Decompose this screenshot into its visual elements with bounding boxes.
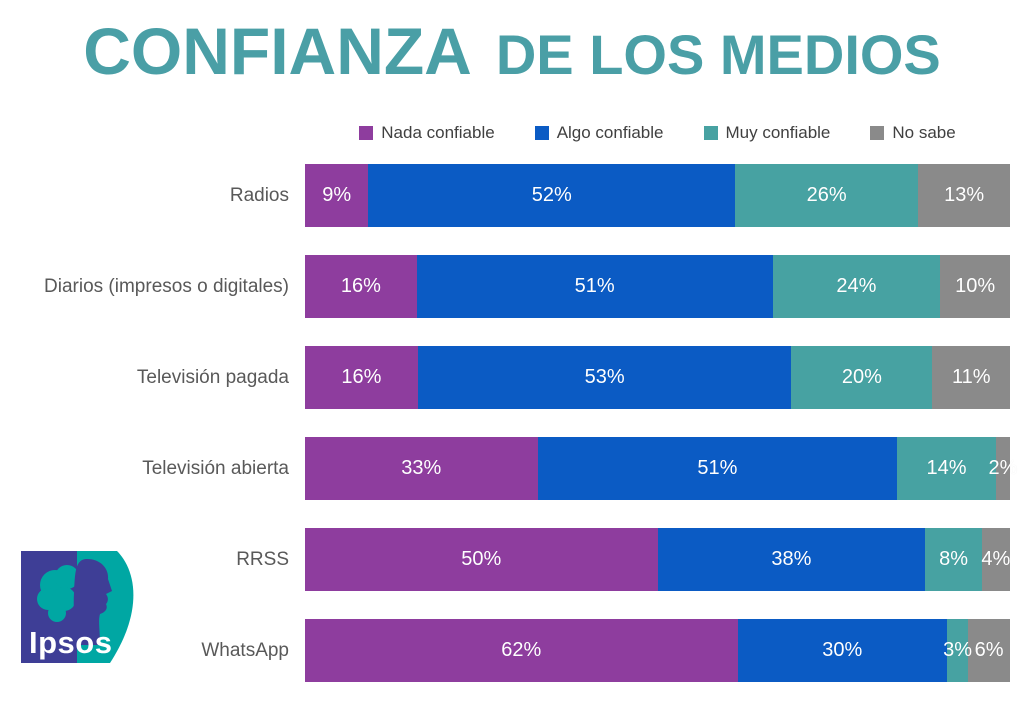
- bar-segment: 51%: [537, 437, 898, 500]
- value-label: 53%: [584, 366, 625, 388]
- value-label: 9%: [322, 184, 352, 206]
- value-label: 16%: [340, 275, 381, 297]
- category-label: Televisión pagada: [136, 366, 289, 388]
- bar-segment: 20%: [791, 346, 933, 409]
- bar-segment: 62%: [305, 619, 738, 682]
- value-label: 24%: [836, 275, 877, 297]
- value-label: 20%: [841, 366, 882, 388]
- bar-segment: 11%: [932, 346, 1010, 409]
- bar-segment: 30%: [737, 619, 947, 682]
- chart-row: Televisión abierta 33% 51% 14% 2%: [0, 437, 1024, 500]
- bar-segment: 6%: [968, 619, 1010, 682]
- bar-segment: 38%: [657, 528, 926, 591]
- legend-label: Nada confiable: [381, 123, 495, 142]
- value-label: 51%: [697, 457, 738, 479]
- bar-segment: 9%: [305, 164, 369, 227]
- value-label: 50%: [461, 548, 502, 570]
- stacked-bar: 62% 30% 3% 6%: [305, 619, 1010, 682]
- value-label: 2%: [988, 457, 1018, 479]
- value-label: 4%: [981, 548, 1011, 570]
- infographic: CONFIANZA DE LOS MEDIOS Nada confiable Al…: [0, 18, 1024, 682]
- bar-segment: 16%: [305, 255, 417, 318]
- chart-row: Radios 9% 52% 26% 13%: [0, 164, 1024, 227]
- bar-segment: 26%: [735, 164, 919, 227]
- stacked-bar: 50% 38% 8% 4%: [305, 528, 1010, 591]
- tree-foliage-icon: [37, 565, 79, 622]
- stacked-bar: 16% 51% 24% 10%: [305, 255, 1010, 318]
- value-label: 13%: [944, 184, 985, 206]
- bar-segment: 10%: [940, 255, 1010, 318]
- legend-item-1: Algo confiable: [534, 123, 664, 143]
- bar-segment: 13%: [918, 164, 1010, 227]
- stacked-bar: 16% 53% 20% 11%: [305, 346, 1010, 409]
- bar-segment: 4%: [981, 528, 1011, 591]
- bar-segment: 50%: [305, 528, 658, 591]
- value-label: 30%: [822, 639, 863, 661]
- legend-label: Muy confiable: [725, 123, 831, 142]
- bar-segment: 51%: [416, 255, 773, 318]
- stacked-bar: 9% 52% 26% 13%: [305, 164, 1010, 227]
- title-sub: DE LOS MEDIOS: [495, 23, 941, 86]
- bar-segment: 16%: [305, 346, 418, 409]
- category-label: Diarios (impresos o digitales): [44, 275, 289, 297]
- legend-label: No sabe: [892, 123, 956, 142]
- category-label: Televisión abierta: [142, 457, 289, 479]
- bar-segment: 33%: [305, 437, 538, 500]
- chart-row: Diarios (impresos o digitales) 16% 51% 24% 1…: [0, 255, 1024, 318]
- value-label: 3%: [943, 639, 973, 661]
- legend-swatch-icon: [534, 126, 549, 140]
- legend: Nada confiable Algo confiable Muy confiabl…: [305, 118, 1010, 148]
- face-profile-icon: [73, 559, 112, 645]
- chart-row: Televisión pagada 16% 53% 20% 11%: [0, 346, 1024, 409]
- chart-row: RRSS 50% 38% 8% 4%: [0, 528, 1024, 591]
- category-label: WhatsApp: [201, 639, 289, 661]
- bar-segment: 8%: [925, 528, 982, 591]
- chart-row: WhatsApp 62% 30% 3% 6%: [0, 619, 1024, 682]
- legend-label: Algo confiable: [556, 123, 664, 142]
- bar-segment: 52%: [368, 164, 736, 227]
- value-label: 51%: [574, 275, 615, 297]
- value-label: 33%: [401, 457, 442, 479]
- ipsos-logo: Ipsos: [21, 551, 142, 663]
- legend-swatch-icon: [870, 126, 885, 140]
- bar-segment: 2%: [988, 437, 1017, 500]
- value-label: 38%: [771, 548, 812, 570]
- value-label: 62%: [501, 639, 542, 661]
- title-main: CONFIANZA: [83, 14, 472, 88]
- chart: Radios 9% 52% 26% 13% Diarios (impresos o dig…: [0, 164, 1024, 682]
- bar-segment: 14%: [897, 437, 996, 500]
- category-label: RRSS: [236, 548, 289, 570]
- value-label: 26%: [806, 184, 847, 206]
- value-label: 10%: [955, 275, 996, 297]
- legend-item-2: Muy confiable: [703, 123, 831, 143]
- bar-segment: 3%: [943, 619, 972, 682]
- category-label: Radios: [229, 184, 289, 206]
- stacked-bar: 33% 51% 14% 2%: [305, 437, 1017, 500]
- bar-segment: 24%: [772, 255, 941, 318]
- bar-segment: 53%: [417, 346, 792, 409]
- legend-item-0: Nada confiable: [359, 123, 495, 143]
- value-label: 52%: [531, 184, 572, 206]
- value-label: 8%: [939, 548, 969, 570]
- value-label: 11%: [951, 366, 991, 388]
- value-label: 6%: [974, 639, 1004, 661]
- legend-swatch-icon: [703, 126, 718, 140]
- legend-swatch-icon: [359, 126, 374, 140]
- value-label: 14%: [926, 457, 967, 479]
- logo-text: Ipsos: [29, 625, 112, 660]
- page-title: CONFIANZA DE LOS MEDIOS: [0, 18, 1024, 104]
- logo-shape: Ipsos: [21, 551, 134, 663]
- value-label: 16%: [341, 366, 382, 388]
- legend-item-3: No sabe: [870, 123, 956, 143]
